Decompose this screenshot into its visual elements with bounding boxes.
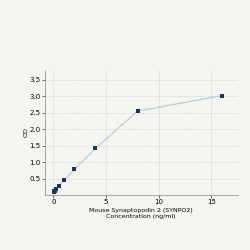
Point	[57, 184, 61, 188]
X-axis label: Mouse Synaptopodin 2 (SYNPO2)
Concentration (ng/ml): Mouse Synaptopodin 2 (SYNPO2) Concentrat…	[90, 208, 193, 219]
Point	[53, 189, 57, 193]
Point	[62, 178, 66, 182]
Point	[94, 146, 98, 150]
Point	[220, 94, 224, 98]
Point	[52, 190, 56, 194]
Point	[72, 167, 76, 171]
Y-axis label: OD: OD	[23, 128, 28, 138]
Point	[54, 187, 58, 191]
Point	[136, 109, 140, 113]
Point	[52, 190, 56, 194]
